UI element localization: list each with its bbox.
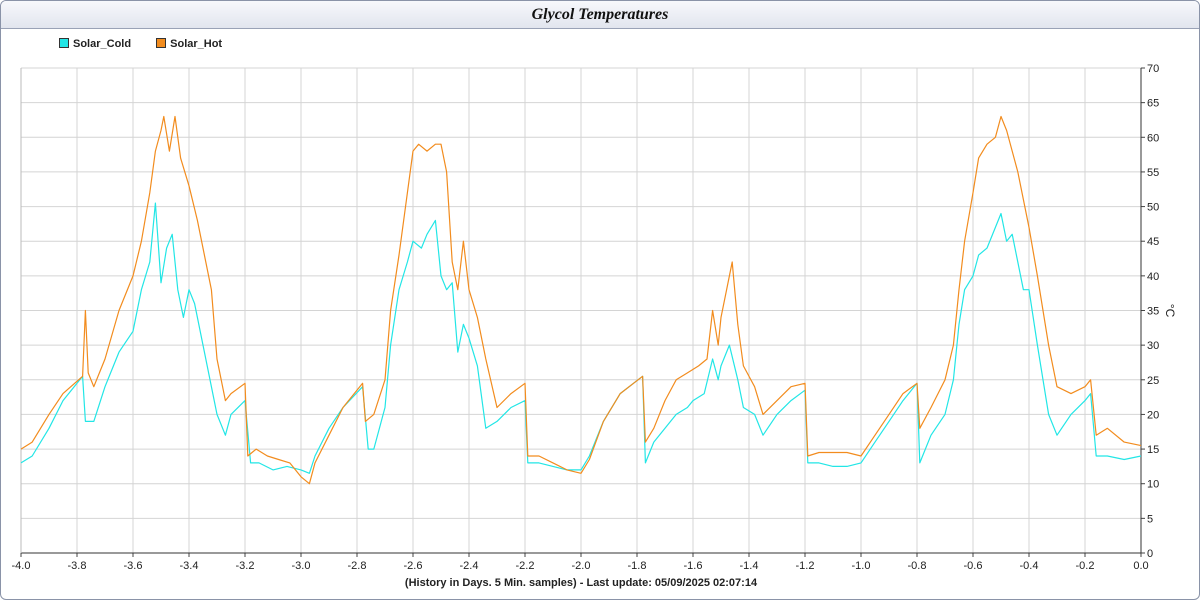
- legend-item-solar-cold: Solar_Cold: [59, 38, 131, 50]
- title-bar: Glycol Temperatures: [1, 1, 1199, 29]
- y-tick-label: 60: [1147, 132, 1159, 144]
- x-tick-label: -2.6: [404, 560, 423, 572]
- y-tick-label: 50: [1147, 202, 1159, 214]
- series-line-solar-hot: [20, 115, 1142, 485]
- y-tick-label: 45: [1147, 236, 1159, 248]
- y-tick-label: 40: [1147, 271, 1159, 283]
- legend-label-solar-hot: Solar_Hot: [170, 38, 223, 50]
- x-tick-label: -3.2: [236, 560, 255, 572]
- y-tick-label: 55: [1147, 167, 1159, 179]
- chart-title: Glycol Temperatures: [531, 6, 669, 23]
- x-axis-label: (History in Days. 5 Min. samples) - Last…: [405, 577, 758, 589]
- x-tick-label: -1.8: [628, 560, 647, 572]
- x-tick-label: -3.0: [292, 560, 311, 572]
- x-tick-label: -2.2: [516, 560, 535, 572]
- y-axis-label: °C: [1163, 304, 1177, 318]
- y-tick-label: 30: [1147, 340, 1159, 352]
- x-tick-label: -0.2: [1076, 560, 1095, 572]
- legend-item-solar-hot: Solar_Hot: [156, 38, 222, 50]
- x-tick-label: -0.8: [908, 560, 927, 572]
- y-tick-label: 65: [1147, 98, 1159, 110]
- x-tick-label: -0.4: [1020, 560, 1039, 572]
- x-tick-label: -1.0: [852, 560, 871, 572]
- y-tick-label: 0: [1147, 548, 1153, 560]
- x-tick-label: 0.0: [1133, 560, 1148, 572]
- legend: Solar_Cold Solar_Hot: [59, 38, 244, 50]
- legend-swatch-solar-cold: [59, 38, 69, 48]
- series-line-solar-cold: [20, 202, 1142, 474]
- x-tick-label: -4.0: [12, 560, 31, 572]
- x-tick-label: -2.4: [460, 560, 479, 572]
- y-tick-label: 10: [1147, 479, 1159, 491]
- y-tick-label: 20: [1147, 409, 1159, 421]
- y-tick-label: 70: [1147, 63, 1159, 75]
- x-tick-label: -2.0: [572, 560, 591, 572]
- x-tick-label: -1.2: [796, 560, 815, 572]
- x-tick-label: -1.4: [740, 560, 759, 572]
- y-tick-label: 25: [1147, 375, 1159, 387]
- legend-swatch-solar-hot: [156, 38, 167, 48]
- y-tick-label: 35: [1147, 306, 1159, 318]
- y-tick-label: 15: [1147, 444, 1159, 456]
- y-tick-label: 5: [1147, 513, 1153, 525]
- x-tick-label: -3.8: [68, 560, 87, 572]
- x-tick-label: -1.6: [684, 560, 703, 572]
- legend-label-solar-cold: Solar_Cold: [73, 38, 132, 50]
- x-tick-label: -3.4: [180, 560, 199, 572]
- x-tick-label: -0.6: [964, 560, 983, 572]
- x-tick-label: -3.6: [124, 560, 143, 572]
- x-tick-label: -2.8: [348, 560, 367, 572]
